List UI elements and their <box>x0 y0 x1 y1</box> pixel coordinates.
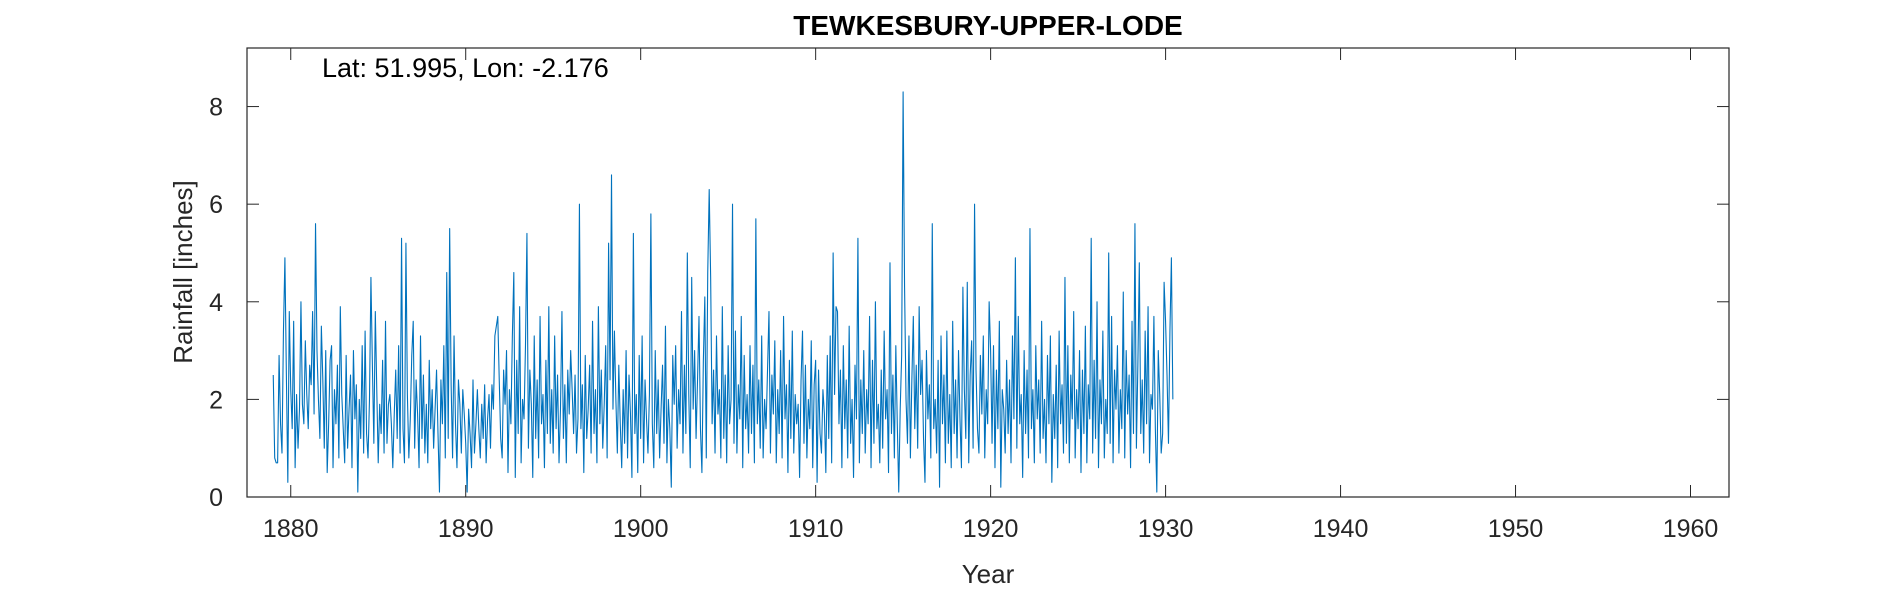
y-tick-label: 8 <box>209 94 223 122</box>
y-tick-label: 2 <box>209 386 223 414</box>
x-tick-label: 1930 <box>1138 515 1194 543</box>
plot-area: 1880 1890 1900 1910 1920 1930 1940 1950 1960 0 2 4… <box>209 47 1730 543</box>
x-tick-label: 1900 <box>613 515 669 543</box>
x-axis-label: Year <box>962 559 1015 589</box>
y-tick-label: 4 <box>209 289 223 317</box>
location-annotation: Lat: 51.995, Lon: -2.176 <box>322 53 609 83</box>
y-tick-label: 6 <box>209 191 223 219</box>
x-axis: 1880 1890 1900 1910 1920 1930 1940 1950 1960 <box>263 48 1718 543</box>
series-line-1 <box>272 91 1174 493</box>
series-layer <box>272 91 1174 493</box>
x-tick-label: 1920 <box>963 515 1019 543</box>
y-tick-label: 0 <box>209 484 223 512</box>
x-tick-label: 1940 <box>1313 515 1369 543</box>
x-tick-label: 1880 <box>263 515 319 543</box>
x-tick-label: 1960 <box>1663 515 1719 543</box>
x-tick-label: 1890 <box>438 515 494 543</box>
chart-title: TEWKESBURY-UPPER-LODE <box>793 10 1182 41</box>
x-tick-label: 1950 <box>1488 515 1544 543</box>
x-tick-label: 1910 <box>788 515 844 543</box>
y-axis: 0 2 4 6 8 <box>209 94 1729 512</box>
y-axis-label: Rainfall [inches] <box>168 180 198 364</box>
